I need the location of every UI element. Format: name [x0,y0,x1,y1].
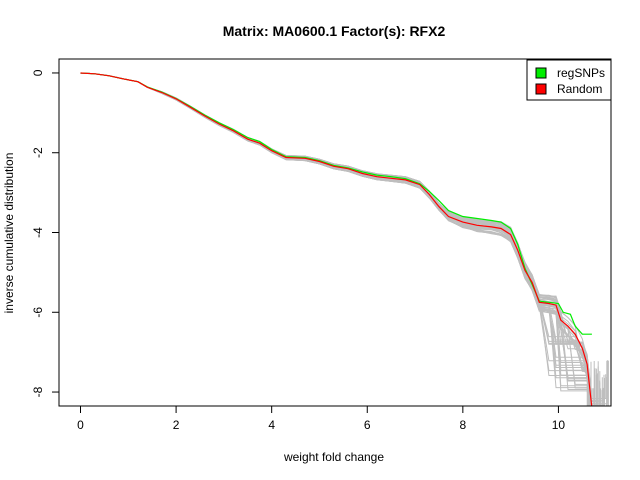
background-line [80,72,598,406]
background-line [80,72,596,402]
y-axis-label: inverse cumulative distribution [2,153,16,314]
background-line [80,72,595,405]
background-line [80,72,609,406]
x-axis-label: weight fold change [283,450,384,464]
background-line [80,72,598,401]
background-line [80,72,608,405]
y-axis: 0 -2 -4 -6 -8 [31,69,60,397]
background-line [80,72,609,406]
background-line [80,72,605,406]
x-tick-label: 4 [268,418,275,432]
background-line [80,72,605,406]
background-line [80,72,601,406]
background-line [80,72,602,406]
y-tick-label: -2 [31,147,45,158]
y-tick-label: -6 [31,307,45,318]
legend: regSNPs Random [526,59,612,101]
background-line [80,72,601,406]
background-line [80,72,604,406]
background-line [80,72,599,406]
background-line [80,72,602,406]
background-line [80,72,599,405]
legend-label: regSNPs [557,66,605,80]
y-tick-label: 0 [31,69,45,76]
background-random-lines [80,72,609,406]
background-line [80,72,608,406]
x-axis: 0 2 4 6 8 10 [77,405,566,432]
x-tick-label: 10 [552,418,566,432]
legend-swatch [535,83,547,95]
plot-area [58,58,612,407]
background-line [80,72,601,406]
background-line [80,72,604,406]
x-tick-label: 8 [460,418,467,432]
x-tick-label: 0 [77,418,84,432]
x-tick-label: 2 [173,418,180,432]
chart-title: Matrix: MA0600.1 Factor(s): RFX2 [223,23,446,39]
background-line [80,72,601,403]
background-line [80,72,608,406]
series-lines [80,72,593,406]
y-tick-label: -4 [31,227,45,238]
background-line [80,72,593,398]
background-line [80,72,593,399]
legend-label: Random [557,82,602,96]
background-line [80,72,607,399]
background-line [80,72,597,406]
background-line [80,72,598,406]
background-line [80,72,593,399]
legend-swatch [535,67,547,79]
background-line [80,72,604,402]
series-line-random [80,72,593,406]
y-tick-label: -8 [31,386,45,397]
series-line-regsnps [80,72,592,335]
background-line [80,72,603,406]
x-tick-label: 6 [364,418,371,432]
